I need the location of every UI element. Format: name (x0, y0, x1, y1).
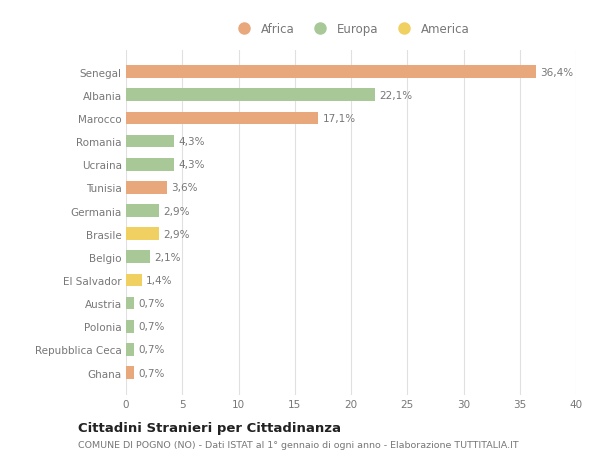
Bar (126, 251, 149, 263)
Bar (126, 343, 134, 356)
Text: 0,7%: 0,7% (139, 298, 165, 308)
Bar (126, 297, 134, 310)
Text: 17,1%: 17,1% (323, 114, 356, 123)
Legend: Africa, Europa, America: Africa, Europa, America (227, 18, 475, 41)
Bar (126, 158, 175, 171)
Text: 2,1%: 2,1% (154, 252, 181, 262)
Text: 1,4%: 1,4% (146, 275, 173, 285)
Bar (126, 66, 536, 79)
Text: Cittadini Stranieri per Cittadinanza: Cittadini Stranieri per Cittadinanza (78, 421, 341, 434)
Text: COMUNE DI POGNO (NO) - Dati ISTAT al 1° gennaio di ogni anno - Elaborazione TUTT: COMUNE DI POGNO (NO) - Dati ISTAT al 1° … (78, 440, 518, 449)
Text: 0,7%: 0,7% (139, 368, 165, 378)
Bar (126, 112, 319, 125)
Bar (126, 135, 175, 148)
Text: 22,1%: 22,1% (379, 90, 412, 101)
Bar (126, 228, 158, 241)
Bar (126, 205, 158, 218)
Bar (126, 182, 167, 194)
Text: 4,3%: 4,3% (179, 160, 205, 170)
Text: 3,6%: 3,6% (171, 183, 197, 193)
Text: 2,9%: 2,9% (163, 229, 190, 239)
Bar (126, 320, 134, 333)
Text: 2,9%: 2,9% (163, 206, 190, 216)
Text: 4,3%: 4,3% (179, 137, 205, 147)
Bar (126, 274, 142, 287)
Bar (126, 89, 374, 102)
Text: 0,7%: 0,7% (139, 345, 165, 355)
Text: 36,4%: 36,4% (540, 67, 573, 78)
Bar (126, 366, 134, 379)
Text: 0,7%: 0,7% (139, 322, 165, 331)
